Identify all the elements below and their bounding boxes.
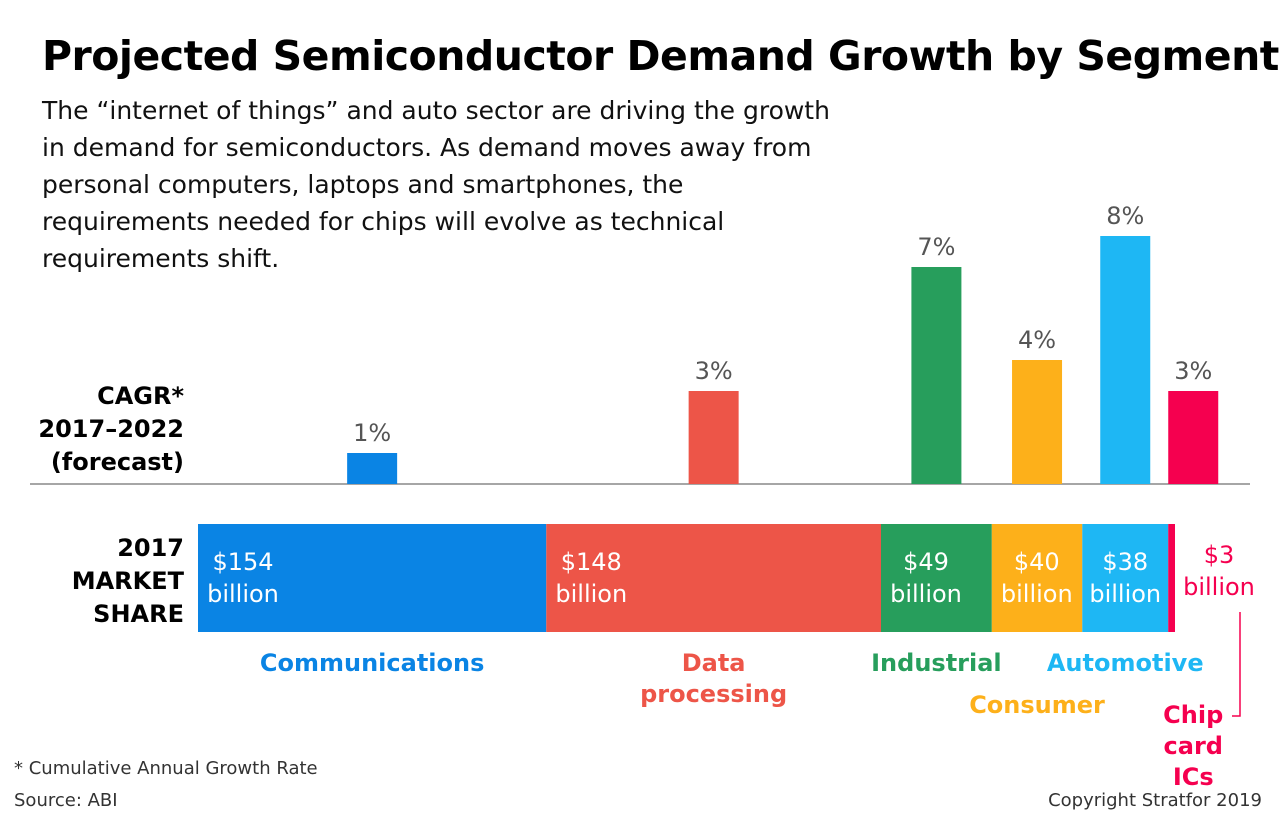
value-label: 8%	[1106, 202, 1145, 230]
market-label: $148 billion	[555, 548, 628, 608]
category-label: Automotive	[1046, 649, 1204, 677]
value-label: 3%	[1174, 357, 1213, 385]
bar	[347, 453, 398, 484]
copyright: Copyright Stratfor 2019	[1048, 790, 1262, 811]
market-label: $3 billion	[1183, 541, 1255, 601]
value-label: 3%	[694, 357, 733, 385]
value-label: 1%	[353, 419, 392, 447]
market-label: $40 billion	[1000, 548, 1073, 608]
category-label: Industrial	[871, 649, 1002, 677]
y-axis-label: CAGR* 2017–2022 (forecast)	[38, 382, 184, 476]
category-label: Data processing	[640, 649, 788, 708]
footnote: * Cumulative Annual Growth Rate	[14, 758, 318, 779]
category-label: Communications	[259, 649, 485, 677]
category-label: Chip card ICs	[1163, 701, 1224, 791]
market-label: $49 billion	[890, 548, 962, 608]
market-segment	[880, 524, 992, 632]
category-label: Consumer	[969, 691, 1105, 719]
market-segment	[1168, 524, 1175, 632]
value-label: 4%	[1017, 326, 1057, 354]
bar	[1168, 391, 1219, 484]
market-segment	[198, 524, 547, 632]
bar	[1100, 236, 1151, 484]
bar	[911, 267, 962, 484]
market-segment	[546, 524, 881, 632]
chart-subtitle: The “internet of things” and auto sector…	[42, 96, 830, 273]
value-label: 7%	[917, 233, 956, 261]
bar-label: 2017 MARKET SHARE	[71, 534, 184, 628]
market-label: $38 billion	[1089, 548, 1162, 608]
chart-title: Projected Semiconductor Demand Growth by…	[42, 32, 1279, 80]
leader-line	[1232, 612, 1241, 717]
market-label: $154 billion	[207, 548, 279, 608]
market-segment	[991, 524, 1083, 632]
bar	[688, 391, 739, 484]
market-segment	[1082, 524, 1169, 632]
source: Source: ABI	[14, 790, 118, 811]
bar	[1012, 360, 1063, 484]
